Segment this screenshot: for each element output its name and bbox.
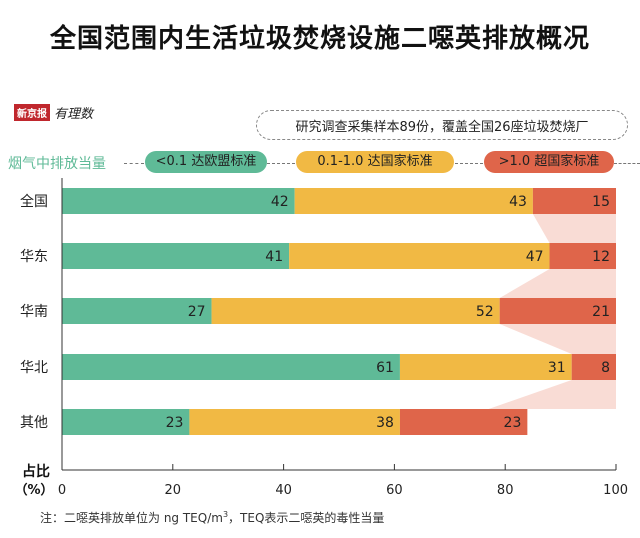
bar-segment xyxy=(62,409,190,435)
x-tick-label: 60 xyxy=(386,483,403,498)
x-tick-label: 20 xyxy=(165,483,182,498)
footnote-sup: 3 xyxy=(222,510,229,519)
category-label: 华北 xyxy=(20,360,48,376)
data-label: 23 xyxy=(504,415,522,431)
sample-note: 研究调查采集样本89份，覆盖全国26座垃圾焚烧厂 xyxy=(256,110,628,140)
data-label: 8 xyxy=(601,360,610,376)
bar-segment xyxy=(211,298,500,324)
category-label: 其他 xyxy=(20,415,48,431)
data-label: 61 xyxy=(376,360,394,376)
chart-title: 全国范围内生活垃圾焚烧设施二噁英排放概况 xyxy=(49,24,590,54)
bar-segment xyxy=(399,354,572,380)
bar-segment xyxy=(399,409,528,435)
bar-segment xyxy=(62,243,290,269)
data-label: 42 xyxy=(271,194,289,210)
category-label: 华东 xyxy=(20,249,48,265)
data-label: 12 xyxy=(592,249,610,265)
brand-sub: 有理数 xyxy=(54,107,94,122)
data-label: 31 xyxy=(548,360,566,376)
data-label: 21 xyxy=(592,304,610,320)
connector-band xyxy=(532,214,616,243)
legend-item-national: 0.1-1.0 达国家标准 xyxy=(296,151,454,173)
x-axis-label: 占比 xyxy=(22,463,50,480)
data-label: 52 xyxy=(476,304,494,320)
legend-title: 烟气中排放当量 xyxy=(8,156,106,172)
bar-segment xyxy=(499,298,616,324)
x-tick-label: 0 xyxy=(58,483,66,498)
footnote-tail: ，TEQ表示二噁英的毒性当量 xyxy=(228,511,385,525)
category-label: 全国 xyxy=(20,193,48,210)
brand-logo: 新京报 有理数 xyxy=(14,103,93,122)
legend-dash-3 xyxy=(455,163,483,164)
bar-segment xyxy=(62,354,400,380)
x-tick-label: 100 xyxy=(603,483,628,498)
bar-segment xyxy=(289,243,550,269)
x-axis-unit: （%） xyxy=(14,482,53,498)
legend: 烟气中排放当量 <0.1 达欧盟标准 0.1-1.0 达国家标准 >1.0 超国… xyxy=(0,150,640,176)
connector-band xyxy=(499,324,616,354)
data-label: 23 xyxy=(166,415,184,431)
legend-dash-4 xyxy=(614,163,640,164)
footnote: 注：二噁英排放单位为 ng TEQ/m3，TEQ表示二噁英的毒性当量 xyxy=(40,509,384,526)
legend-dash-1 xyxy=(124,163,144,164)
legend-dash-2 xyxy=(267,163,295,164)
connector-band xyxy=(499,269,616,298)
legend-item-over: >1.0 超国家标准 xyxy=(484,151,614,173)
bar-segment xyxy=(189,409,400,435)
bar-segment xyxy=(62,188,295,214)
bar-segment xyxy=(62,298,212,324)
brand-name: 新京报 xyxy=(14,104,50,121)
category-label: 华南 xyxy=(20,304,48,320)
x-tick-label: 40 xyxy=(275,483,292,498)
data-label: 38 xyxy=(376,415,394,431)
connector-band xyxy=(488,380,616,409)
bar-segment xyxy=(549,243,616,269)
bar-segment xyxy=(294,188,533,214)
bar-segment xyxy=(532,188,616,214)
footnote-text: 注：二噁英排放单位为 ng TEQ/m xyxy=(40,511,223,525)
data-label: 41 xyxy=(265,249,283,265)
x-tick-label: 80 xyxy=(497,483,514,498)
data-label: 15 xyxy=(592,194,610,210)
data-label: 47 xyxy=(526,249,544,265)
data-label: 27 xyxy=(188,304,206,320)
legend-item-eu: <0.1 达欧盟标准 xyxy=(145,151,267,173)
data-label: 43 xyxy=(509,194,527,210)
bar-segment xyxy=(571,354,616,380)
